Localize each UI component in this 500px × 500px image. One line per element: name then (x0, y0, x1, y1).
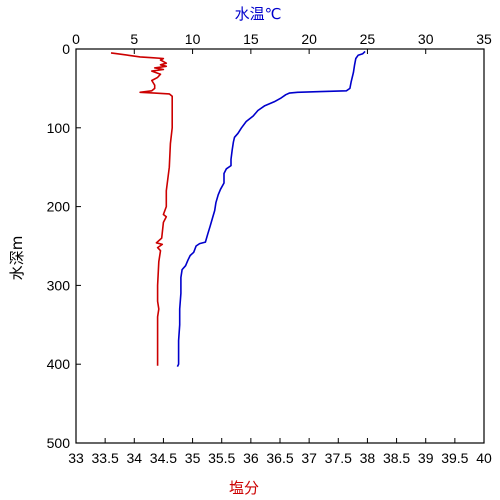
x-bottom-tick-label: 38.5 (383, 450, 410, 466)
x-bottom-tick-label: 35 (185, 450, 201, 466)
x-bottom-tick-label: 33.5 (92, 450, 119, 466)
x-bottom-tick-label: 37.5 (325, 450, 352, 466)
x-bottom-tick-label: 36 (243, 450, 259, 466)
x-bottom-tick-label: 35.5 (208, 450, 235, 466)
y-axis-title: 水深m (8, 236, 26, 281)
x-top-tick-label: 0 (72, 31, 80, 47)
x-bottom-tick-label: 39.5 (441, 450, 468, 466)
y-tick-label: 500 (47, 435, 71, 451)
x-bottom-tick-label: 34 (126, 450, 142, 466)
ticks-layer: 0 5 10 15 20 25 30 35 33 33.5 34 34.5 35 35.5 36 36.5 37… (47, 31, 492, 466)
series-layer (110, 50, 366, 367)
x-top-tick-label: 20 (301, 31, 317, 47)
x-top-tick-label: 10 (185, 31, 201, 47)
x-bottom-tick-label: 40 (476, 450, 492, 466)
x-bottom-tick-label: 34.5 (150, 450, 177, 466)
x-top-tick-label: 35 (476, 31, 492, 47)
x-top-tick-label: 15 (243, 31, 259, 47)
y-tick-label: 400 (47, 356, 71, 372)
x-top-tick-label: 5 (130, 31, 138, 47)
x-top-axis-title: 水温℃ (235, 5, 282, 23)
x-top-tick-label: 30 (418, 31, 434, 47)
x-bottom-axis-title: 塩分 (229, 479, 259, 497)
y-tick-label: 200 (47, 199, 71, 215)
x-bottom-tick-label: 37 (301, 450, 317, 466)
y-tick-label: 0 (62, 41, 70, 57)
y-tick-label: 100 (47, 120, 71, 136)
x-bottom-tick-label: 36.5 (266, 450, 293, 466)
x-bottom-tick-label: 38 (360, 450, 376, 466)
y-tick-label: 300 (47, 277, 71, 293)
x-bottom-tick-label: 33 (68, 450, 84, 466)
x-bottom-tick-label: 39 (418, 450, 434, 466)
x-top-tick-label: 25 (360, 31, 376, 47)
temperature-profile-line (176, 50, 366, 367)
plot-area-frame (75, 48, 485, 444)
salinity-profile-line (110, 52, 173, 366)
